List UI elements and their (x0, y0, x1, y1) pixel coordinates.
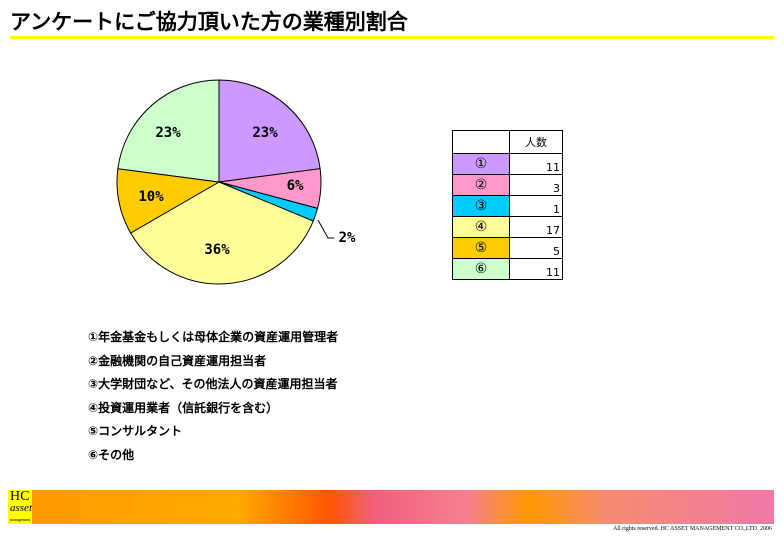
category-legend: ①年金基金もしくは母体企業の資産運用管理者 ②金融機関の自己資産運用担当者 ③大学財… (88, 326, 338, 467)
footer-banner (8, 490, 774, 524)
pie-slice-6 (117, 79, 220, 183)
title-underline (10, 36, 774, 39)
company-logo: HC asset management (8, 489, 32, 524)
slice-label-2: 6% (287, 178, 304, 194)
page-title: アンケートにご協力頂いた方の業種別割合 (10, 10, 408, 34)
count-table: 人数 ① 11 ② 3 ③ 1 ④ 17 ⑤ 5 ⑥ 11 (452, 130, 563, 280)
row-value: 17 (509, 216, 563, 238)
legend-item: ③大学財団など、その他法人の資産運用担当者 (88, 377, 338, 391)
header-blank (452, 130, 510, 154)
legend-item: ④投資運用業者（信託銀行を含む） (88, 400, 279, 415)
row-key: ⑥ (452, 258, 510, 280)
legend-item: ②金融機関の自己資産運用担当者 (88, 353, 267, 368)
legend-item: ⑤コンサルタント (88, 424, 183, 438)
row-key: ① (452, 153, 510, 175)
pie-slice-4 (129, 181, 314, 285)
slice-label-6: 23% (155, 125, 181, 141)
leader-line (317, 219, 334, 239)
row-key: ③ (452, 195, 510, 217)
row-key: ② (452, 174, 510, 196)
row-value: 3 (509, 174, 563, 196)
table-row: ⑥ 11 (452, 258, 563, 280)
legend-item: ①年金基金もしくは母体企業の資産運用管理者 (88, 330, 339, 344)
row-value: 11 (509, 153, 563, 175)
row-key: ⑤ (452, 237, 510, 259)
slice-label-1: 23% (252, 125, 278, 141)
table-row: ④ 17 (452, 216, 563, 238)
table-header-row: 人数 (452, 130, 563, 154)
header-count: 人数 (509, 130, 563, 154)
copyright: All rights reserved. HC ASSET MANAGEMENT… (612, 526, 772, 532)
row-value: 5 (509, 237, 563, 259)
table-row: ① 11 (452, 153, 563, 175)
row-value: 1 (509, 195, 563, 217)
slice-label-5: 10% (138, 189, 164, 205)
row-value: 11 (509, 258, 563, 280)
row-key: ④ (452, 216, 510, 238)
pie-slice-1 (218, 79, 321, 183)
slice-label-4: 36% (204, 242, 230, 258)
legend-item: ⑥その他 (88, 447, 135, 462)
pie-chart: 23% 6% 2% 36% 10% 23% (116, 79, 356, 285)
slice-label-3: 2% (339, 230, 356, 246)
